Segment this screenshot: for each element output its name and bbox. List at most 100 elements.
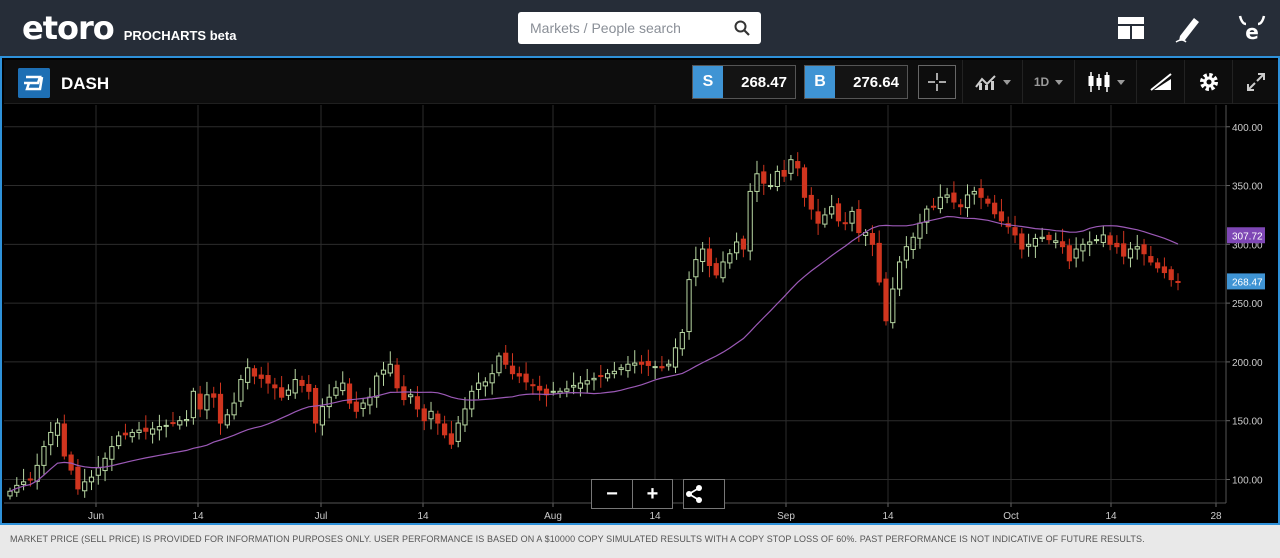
- candle-up: [340, 382, 346, 392]
- candle-down: [1019, 233, 1025, 250]
- candle-down: [930, 205, 937, 208]
- brand[interactable]: etoro PROCHARTS beta: [22, 10, 236, 46]
- candle-down: [299, 379, 305, 386]
- x-tick-label: Sep: [777, 511, 795, 522]
- candle-up: [1053, 240, 1059, 243]
- chart-svg[interactable]: 100.00 150.00 200.00 250.00 300.00 350.00 400.…: [4, 105, 1278, 525]
- chevron-down-icon: [1002, 79, 1011, 85]
- candle-up: [666, 363, 672, 367]
- crosshair-button[interactable]: [918, 65, 956, 99]
- candle-down: [448, 433, 455, 445]
- candle-up: [41, 446, 47, 466]
- candle-up: [136, 429, 142, 433]
- indicators-button[interactable]: [962, 60, 1022, 104]
- candle-up: [964, 194, 971, 209]
- candle-up: [693, 259, 699, 278]
- candle-down: [251, 368, 258, 377]
- candle-down: [869, 233, 876, 245]
- y-tick-label: 250.00: [1232, 299, 1263, 310]
- candle-up: [591, 377, 597, 381]
- buy-label: B: [805, 66, 835, 98]
- sell-price: 268.47: [741, 74, 787, 91]
- candle-down: [435, 413, 441, 424]
- fullscreen-button[interactable]: [1232, 60, 1278, 104]
- candle-up: [652, 366, 658, 369]
- share-control: [683, 479, 725, 509]
- fullscreen-icon: [1246, 73, 1265, 91]
- candle-up: [496, 355, 502, 374]
- candle-up: [611, 370, 617, 375]
- candle-down: [1046, 234, 1052, 241]
- candle-down: [61, 423, 67, 457]
- candle-down: [211, 393, 217, 398]
- sell-button[interactable]: S 268.47: [692, 65, 796, 99]
- zoom-in-button[interactable]: +: [632, 480, 672, 508]
- zoom-controls: − +: [591, 479, 673, 509]
- candle-down: [441, 423, 448, 436]
- candle-down: [761, 171, 767, 184]
- y-tick-label: 200.00: [1232, 358, 1263, 369]
- candle-down: [1107, 235, 1113, 245]
- candle-up: [1100, 234, 1106, 243]
- candle-up: [367, 396, 373, 406]
- candle-up: [387, 363, 393, 374]
- candle-up: [455, 422, 461, 442]
- candle-up: [462, 408, 468, 426]
- x-tick-label: 14: [1105, 511, 1117, 522]
- candle-up: [924, 208, 930, 223]
- candle-down: [1168, 269, 1174, 281]
- ma-value-label: 307.72: [1232, 231, 1263, 242]
- candle-down: [835, 203, 842, 222]
- instrument-name: DASH: [61, 74, 110, 93]
- settings-gear-icon: [1199, 73, 1218, 91]
- candle-down: [1012, 227, 1018, 236]
- candle-up: [333, 387, 339, 396]
- candle-up: [475, 382, 482, 390]
- candle-up: [937, 196, 943, 210]
- candle-down: [523, 373, 529, 383]
- candle-down: [265, 375, 271, 384]
- layout-icon[interactable]: [1115, 12, 1147, 44]
- candle-up: [767, 185, 774, 188]
- etoro-bull-icon[interactable]: e: [1236, 12, 1268, 44]
- y-tick-label: 150.00: [1232, 417, 1263, 428]
- search-input[interactable]: Markets / People search: [530, 20, 681, 36]
- candle-up: [428, 410, 434, 420]
- disclaimer-text: MARKET PRICE (SELL PRICE) IS PROVIDED FO…: [10, 534, 1145, 544]
- timeframe-dropdown[interactable]: 1D: [1022, 60, 1074, 104]
- disclaimer-bar: MARKET PRICE (SELL PRICE) IS PROVIDED FO…: [0, 525, 1280, 558]
- price-chart[interactable]: 100.00 150.00 200.00 250.00 300.00 350.00 400.…: [4, 105, 1278, 525]
- chevron-down-icon: [1116, 79, 1125, 85]
- candle-down: [659, 366, 665, 369]
- sell-label: S: [693, 66, 723, 98]
- chevron-down-icon: [1055, 79, 1064, 85]
- timeframe-value: 1D: [1033, 75, 1050, 89]
- candle-down: [740, 238, 747, 250]
- candle-up: [177, 420, 183, 426]
- edit-pen-icon[interactable]: [1172, 12, 1204, 44]
- chart-toolbar: DASH S 268.47 B 276.64: [4, 60, 1278, 104]
- candle-up: [1039, 236, 1045, 239]
- candle-up: [584, 380, 590, 385]
- etoro-logo[interactable]: etoro: [22, 9, 115, 47]
- buy-button[interactable]: B 276.64: [804, 65, 908, 99]
- zoom-out-button[interactable]: −: [606, 483, 618, 505]
- candle-up: [238, 379, 244, 402]
- candle-up: [1093, 239, 1100, 242]
- x-tick-label: 14: [882, 511, 894, 522]
- drawing-tools-button[interactable]: [1136, 60, 1184, 104]
- x-tick-label: 14: [192, 511, 204, 522]
- candle-down: [143, 427, 149, 432]
- candle-down: [353, 401, 359, 412]
- chart-type-button[interactable]: [1074, 60, 1136, 104]
- candle-up: [1087, 241, 1093, 245]
- search-icon[interactable]: [733, 19, 751, 37]
- candle-up: [374, 375, 380, 398]
- candle-up: [82, 481, 88, 492]
- candle-up: [618, 367, 624, 370]
- settings-button[interactable]: [1184, 60, 1232, 104]
- candle-down: [883, 278, 889, 322]
- search-box[interactable]: Markets / People search: [518, 12, 761, 44]
- share-button[interactable]: [684, 480, 724, 508]
- candle-down: [197, 393, 203, 410]
